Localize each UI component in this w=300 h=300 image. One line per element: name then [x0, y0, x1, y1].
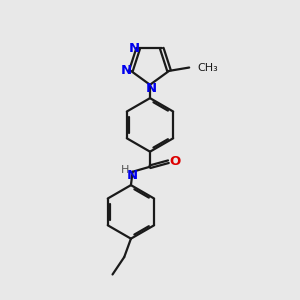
Text: H: H [121, 165, 129, 175]
Text: N: N [146, 82, 157, 95]
Text: N: N [121, 64, 132, 77]
Text: N: N [127, 169, 138, 182]
Text: N: N [129, 42, 140, 55]
Text: O: O [169, 154, 181, 167]
Text: CH₃: CH₃ [197, 62, 218, 73]
